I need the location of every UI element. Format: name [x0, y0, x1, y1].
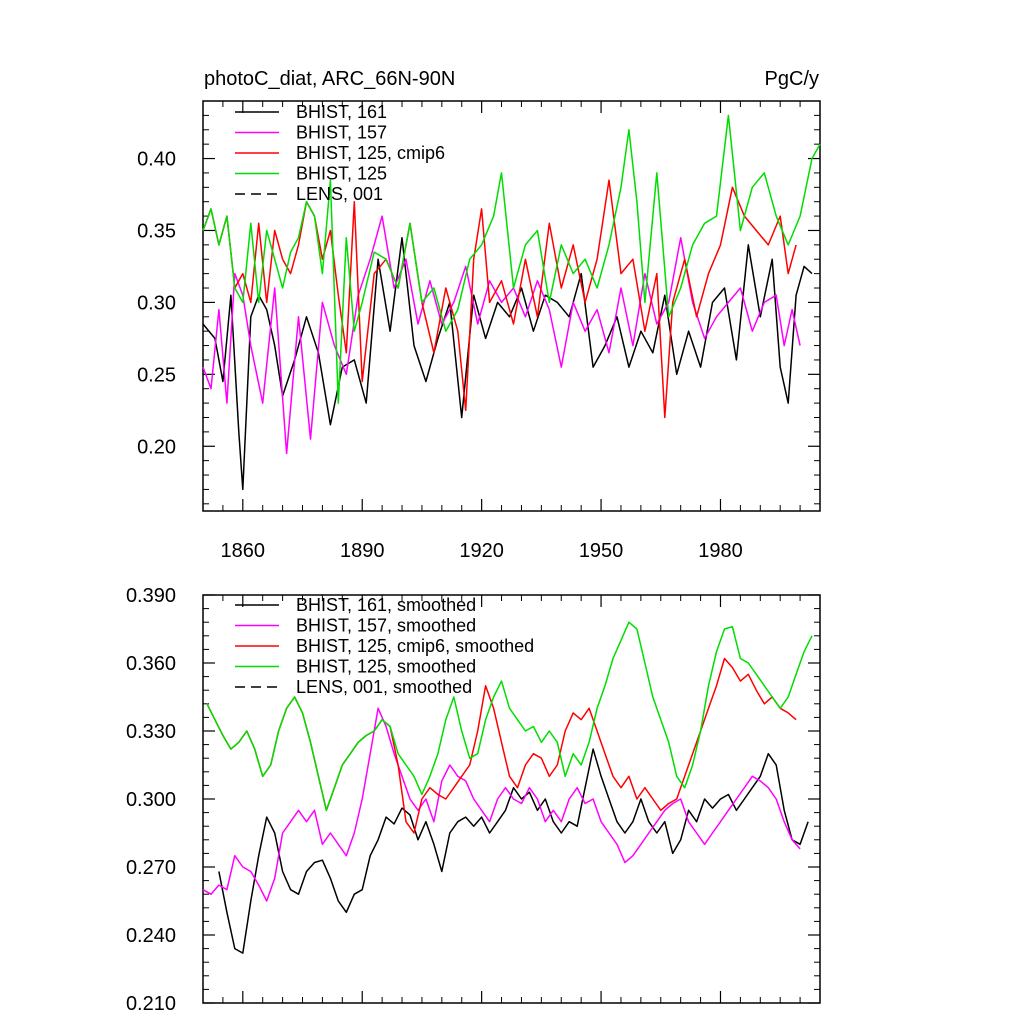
bottom-panel: 0.210 0.240 0.270 0.300 0.330 0.360 0.390 BHIS… — [126, 585, 821, 1015]
top-panel: photoC_diat, ARC_66N-90N PgC/y 1860 1890 1… — [137, 68, 821, 562]
top-chart-title: photoC_diat, ARC_66N-90N — [204, 68, 455, 90]
y-tick-label: 0.30 — [137, 292, 176, 314]
legend-label: BHIST, 157 — [296, 123, 387, 143]
y-tick-label: 0.390 — [126, 585, 176, 607]
y-tick-label: 0.35 — [137, 220, 176, 242]
y-tick-label: 0.210 — [126, 993, 176, 1015]
x-tick-label: 1950 — [579, 540, 624, 562]
series-line-3 — [206, 621, 813, 812]
legend-label: BHIST, 125 — [296, 164, 387, 184]
legend-label: BHIST, 161 — [296, 102, 387, 122]
y-tick-label: 0.25 — [137, 364, 176, 386]
x-tick-label: 1980 — [698, 540, 743, 562]
y-tick-label: 0.240 — [126, 925, 176, 947]
series-line-3 — [202, 114, 821, 404]
bottom-series-lines — [202, 621, 813, 954]
x-tick-label: 1890 — [340, 540, 385, 562]
bottom-axis-ticks: 0.210 0.240 0.270 0.300 0.330 0.360 0.390 — [126, 585, 821, 1015]
legend-label: LENS, 001, smoothed — [296, 677, 472, 697]
y-tick-label: 0.20 — [137, 436, 176, 458]
series-line-1 — [202, 707, 801, 902]
legend-label: BHIST, 161, smoothed — [296, 595, 476, 615]
top-plot-frame — [202, 100, 821, 512]
y-tick-label: 0.300 — [126, 789, 176, 811]
top-axis-ticks: 1860 1890 1920 1950 1980 0.20 0.25 0.30 0.35 0.40 — [137, 100, 821, 562]
series-line-0 — [218, 748, 809, 954]
legend-label: BHIST, 125, cmip6 — [296, 143, 445, 163]
y-tick-label: 0.330 — [126, 721, 176, 743]
x-tick-label: 1860 — [221, 540, 266, 562]
legend-label: LENS, 001 — [296, 184, 383, 204]
legend-label: BHIST, 125, cmip6, smoothed — [296, 636, 534, 656]
series-line-0 — [202, 236, 813, 491]
legend-label: BHIST, 157, smoothed — [296, 616, 476, 636]
top-series-lines — [202, 114, 821, 491]
legend-label: BHIST, 125, smoothed — [296, 657, 476, 677]
x-tick-label: 1920 — [459, 540, 504, 562]
y-tick-label: 0.360 — [126, 653, 176, 675]
y-tick-label: 0.40 — [137, 149, 176, 171]
series-line-1 — [202, 215, 801, 455]
top-chart-units: PgC/y — [765, 68, 819, 90]
y-tick-label: 0.270 — [126, 857, 176, 879]
